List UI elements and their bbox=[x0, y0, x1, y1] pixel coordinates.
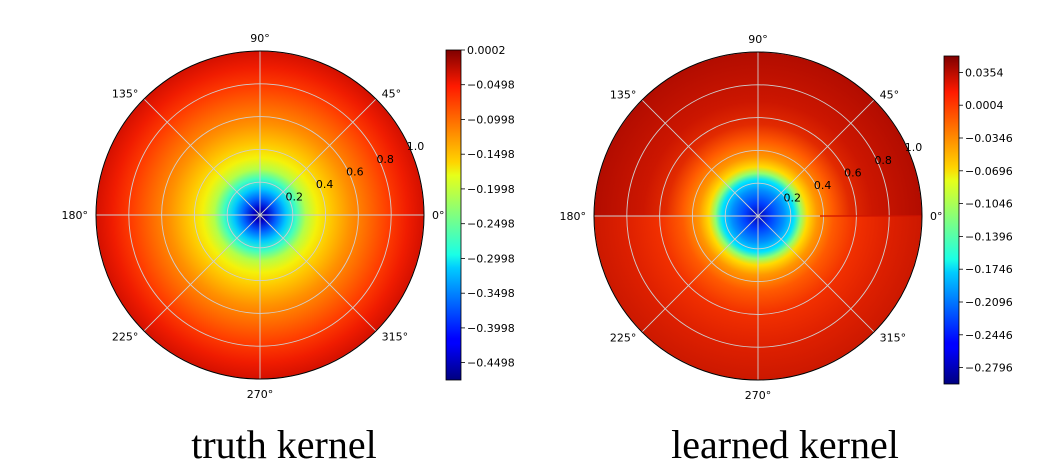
learned-polar-plot: 0° 45° 90° 135° 180° 225° 270° 315° 0.2 0.4 0.6 0.8… bbox=[560, 33, 943, 402]
truth-cb-ticklabel-1: −0.0498 bbox=[467, 79, 515, 92]
learned-theta-label-270: 270° bbox=[745, 389, 772, 402]
truth-theta-label-90: 90° bbox=[250, 32, 270, 45]
truth-theta-label-135: 135° bbox=[112, 87, 139, 100]
truth-cb-ticklabel-5: −0.2498 bbox=[467, 218, 515, 231]
learned-colorbar-ticks: 0.0354 0.0004 −0.0346 −0.0696 −0.1046 −0.1396… bbox=[959, 66, 1013, 375]
learned-r-label-4: 1.0 bbox=[905, 141, 923, 154]
learned-grid-spoke-7 bbox=[757, 215, 875, 333]
truth-cb-ticklabel-3: −0.1498 bbox=[467, 148, 515, 161]
truth-cb-ticklabel-4: −0.1998 bbox=[467, 183, 515, 196]
truth-theta-label-315: 315° bbox=[382, 331, 409, 344]
learned-grid bbox=[593, 51, 923, 381]
truth-cb-ticklabel-0: 0.0002 bbox=[467, 44, 506, 57]
truth-cb-ticklabel-6: −0.2998 bbox=[467, 252, 515, 265]
learned-grid-spoke-5 bbox=[641, 215, 759, 333]
learned-theta-label-225: 225° bbox=[610, 332, 637, 345]
truth-r-label-4: 1.0 bbox=[407, 140, 425, 153]
truth-theta-label-270: 270° bbox=[247, 388, 274, 401]
learned-r-label-0: 0.2 bbox=[784, 191, 802, 204]
learned-cb-ticklabel-3: −0.0696 bbox=[965, 165, 1013, 178]
truth-cb-ticklabel-2: −0.0998 bbox=[467, 114, 515, 127]
truth-grid bbox=[95, 50, 425, 380]
truth-r-label-0: 0.2 bbox=[286, 190, 304, 203]
learned-theta-label-135: 135° bbox=[610, 88, 637, 101]
learned-theta-label-315: 315° bbox=[880, 332, 907, 345]
truth-r-label-1: 0.4 bbox=[316, 178, 334, 191]
truth-theta-label-0: 0° bbox=[432, 209, 445, 222]
learned-cb-ticklabel-1: 0.0004 bbox=[965, 99, 1004, 112]
learned-theta-label-180: 180° bbox=[560, 210, 587, 223]
truth-grid-spoke-5 bbox=[143, 214, 261, 332]
learned-theta-label-45: 45° bbox=[880, 88, 900, 101]
truth-theta-label-225: 225° bbox=[112, 331, 139, 344]
truth-r-label-3: 0.8 bbox=[376, 153, 394, 166]
learned-grid-spoke-1 bbox=[757, 99, 875, 217]
learned-polar-frame bbox=[593, 51, 923, 381]
truth-cb-ticklabel-8: −0.3998 bbox=[467, 322, 515, 335]
learned-theta-label-90: 90° bbox=[748, 33, 768, 46]
truth-theta-label-45: 45° bbox=[382, 87, 402, 100]
learned-cb-ticklabel-8: −0.2446 bbox=[965, 329, 1013, 342]
learned-cb-ticklabel-6: −0.1746 bbox=[965, 263, 1013, 276]
learned-caption: learned kernel bbox=[671, 422, 899, 467]
learned-axis-labels: 0° 45° 90° 135° 180° 225° 270° 315° 0.2 0.4 0.6 0.8… bbox=[560, 33, 943, 402]
learned-colorbar: 0.0354 0.0004 −0.0346 −0.0696 −0.1046 −0.1396… bbox=[943, 55, 1013, 385]
truth-theta-label-180: 180° bbox=[62, 209, 89, 222]
learned-r-label-2: 0.6 bbox=[844, 166, 862, 179]
truth-grid-spoke-7 bbox=[259, 214, 377, 332]
learned-cb-ticklabel-4: −0.1046 bbox=[965, 198, 1013, 211]
learned-cb-ticklabel-7: −0.2096 bbox=[965, 296, 1013, 309]
learned-theta-label-0: 0° bbox=[930, 210, 943, 223]
learned-cb-ticklabel-0: 0.0354 bbox=[965, 66, 1004, 79]
learned-cb-ticklabel-9: −0.2796 bbox=[965, 362, 1013, 375]
truth-colorbar-ticks: 0.0002 −0.0498 −0.0998 −0.1498 −0.1998 −0.249… bbox=[461, 44, 515, 370]
truth-polar-frame bbox=[95, 50, 425, 380]
truth-colorbar-ramp bbox=[445, 49, 462, 381]
truth-grid-spoke-1 bbox=[259, 98, 377, 216]
learned-r-label-1: 0.4 bbox=[814, 179, 832, 192]
learned-colorbar-ramp bbox=[943, 55, 960, 385]
truth-caption: truth kernel bbox=[191, 422, 377, 467]
learned-cb-ticklabel-2: −0.0346 bbox=[965, 132, 1013, 145]
learned-cb-ticklabel-5: −0.1396 bbox=[965, 230, 1013, 243]
truth-grid-spoke-3 bbox=[143, 98, 261, 216]
learned-grid-spoke-3 bbox=[641, 99, 759, 217]
truth-polar-plot: 0° 45° 90° 135° 180° 225° 270° 315° 0.2 0.4 0.6 0.8… bbox=[62, 32, 445, 401]
truth-cb-ticklabel-7: −0.3498 bbox=[467, 287, 515, 300]
truth-r-label-2: 0.6 bbox=[346, 165, 364, 178]
truth-kernel-panel: 0° 45° 90° 135° 180° 225° 270° 315° 0.2 0.4 0.6 0.8… bbox=[62, 32, 515, 467]
truth-colorbar: 0.0002 −0.0498 −0.0998 −0.1498 −0.1998 −0.249… bbox=[445, 44, 515, 381]
truth-cb-ticklabel-9: −0.4498 bbox=[467, 357, 515, 370]
learned-kernel-panel: 0° 45° 90° 135° 180° 225° 270° 315° 0.2 0.4 0.6 0.8… bbox=[560, 33, 1013, 467]
learned-r-label-3: 0.8 bbox=[874, 154, 892, 167]
truth-axis-labels: 0° 45° 90° 135° 180° 225° 270° 315° 0.2 0.4 0.6 0.8… bbox=[62, 32, 445, 401]
